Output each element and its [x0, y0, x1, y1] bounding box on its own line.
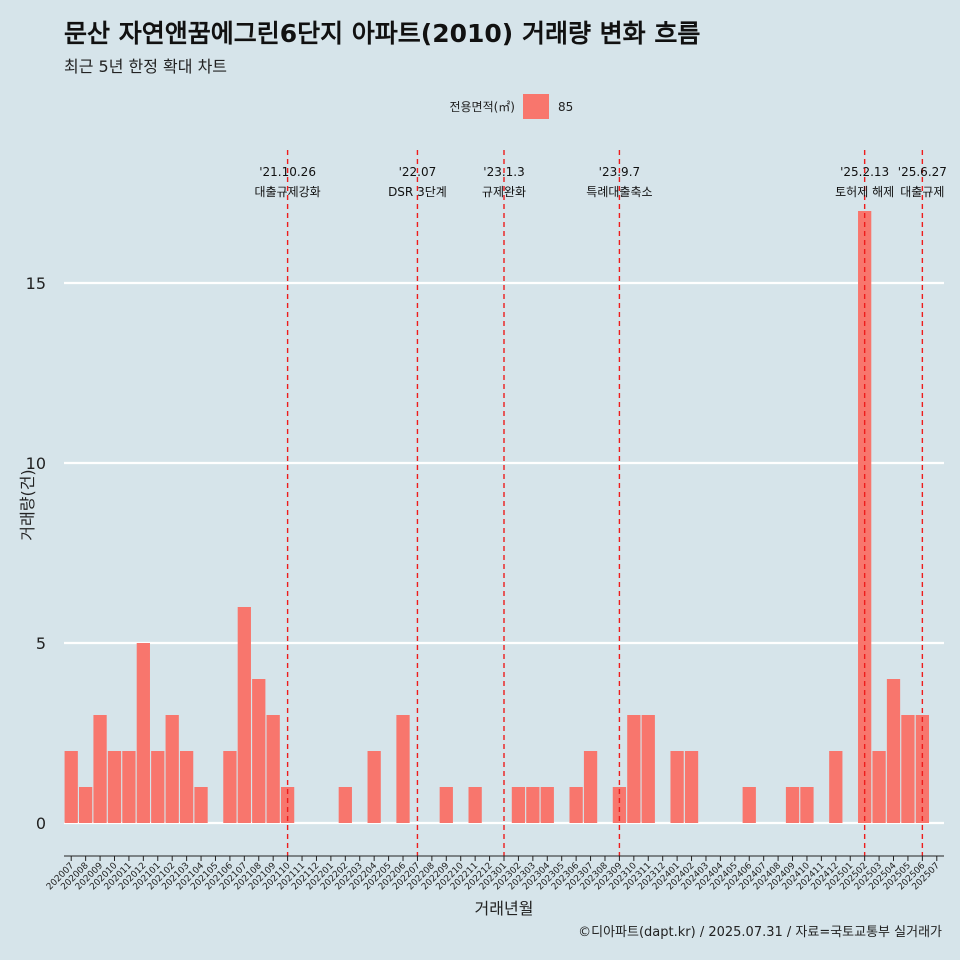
bar-202102 [165, 715, 179, 823]
source-caption: ©디아파트(dapt.kr) / 2025.07.31 / 자료=국토교통부 실… [578, 925, 942, 940]
bar-202108 [252, 679, 266, 823]
event-label-4: 토허제 해제 [835, 185, 894, 199]
event-label-3: 특례대출축소 [586, 185, 652, 199]
bar-202202 [338, 787, 352, 823]
bar-202103 [179, 751, 194, 823]
y-tick-label: 15 [26, 274, 46, 293]
event-label-1: DSR 3단계 [388, 185, 447, 199]
event-label-0: 대출규제강화 [254, 185, 320, 199]
legend-entry-85: 85 [558, 100, 573, 114]
x-axis-title: 거래년월 [475, 899, 534, 918]
chart-subtitle: 최근 5년 한정 확대 차트 [64, 57, 228, 76]
bar-202409 [785, 787, 800, 823]
event-date-2: '23.1.3 [483, 165, 524, 179]
bar-202309 [612, 787, 627, 823]
event-date-1: '22.07 [399, 165, 437, 179]
event-label-2: 규제완화 [482, 185, 526, 199]
event-markers: '21.10.26 대출규제강화 '22.07 DSR 3단계 '23.1.3 규제완화 '… [254, 150, 947, 856]
bar-202110 [280, 787, 295, 823]
bar-202410 [800, 787, 814, 823]
bar-202106 [223, 751, 237, 823]
bar-202204 [367, 751, 381, 823]
y-tick-label: 10 [26, 454, 46, 473]
bar-202304 [540, 787, 554, 823]
y-axis-title: 거래량(건) [18, 469, 37, 540]
bar-202406 [742, 787, 756, 823]
event-date-0: '21.10.26 [259, 165, 316, 179]
bar-202307 [583, 751, 598, 823]
bar-202303 [526, 787, 540, 823]
bar-202505 [901, 715, 915, 823]
bar-202109 [266, 715, 280, 823]
bar-202010 [107, 751, 122, 823]
bar-202007 [64, 751, 78, 823]
bar-202107 [237, 607, 251, 823]
bar-202401 [670, 751, 684, 823]
bar-202502 [858, 211, 872, 823]
y-tick-label: 0 [36, 814, 46, 833]
bar-202012 [136, 643, 150, 823]
bar-202302 [511, 787, 526, 823]
event-date-4: '25.2.13 [840, 165, 889, 179]
bar-202412 [829, 751, 843, 823]
bar-202310 [627, 715, 641, 823]
event-date-5: '25.6.27 [898, 165, 947, 179]
event-date-3: '23.9.7 [599, 165, 640, 179]
chart-title: 문산 자연앤꿈에그린6단지 아파트(2010) 거래량 변화 흐름 [64, 19, 701, 48]
bar-202402 [684, 751, 699, 823]
bar-202206 [396, 715, 410, 823]
bar-202503 [872, 751, 886, 823]
legend: 전용면적(㎡) 85 [449, 94, 573, 119]
bar-202104 [194, 787, 208, 823]
legend-swatch [523, 94, 549, 119]
grid-lines [64, 281, 944, 825]
x-axis: 2020072020082020092020102020112020122021… [45, 855, 944, 892]
bar-202009 [93, 715, 107, 823]
y-axis: 0 5 10 15 [26, 274, 46, 833]
bar-202211 [468, 787, 482, 823]
bar-202101 [151, 751, 165, 823]
bar-202311 [641, 715, 655, 823]
bar-202506 [915, 715, 929, 823]
bar-202209 [439, 787, 453, 823]
legend-title: 전용면적(㎡) [449, 100, 515, 114]
bar-202008 [79, 787, 93, 823]
bar-202306 [569, 787, 583, 823]
bars [64, 211, 929, 823]
bar-202504 [886, 679, 901, 823]
bar-202011 [122, 751, 136, 823]
y-tick-label: 5 [36, 634, 46, 653]
event-label-5: 대출규제 [900, 185, 944, 199]
